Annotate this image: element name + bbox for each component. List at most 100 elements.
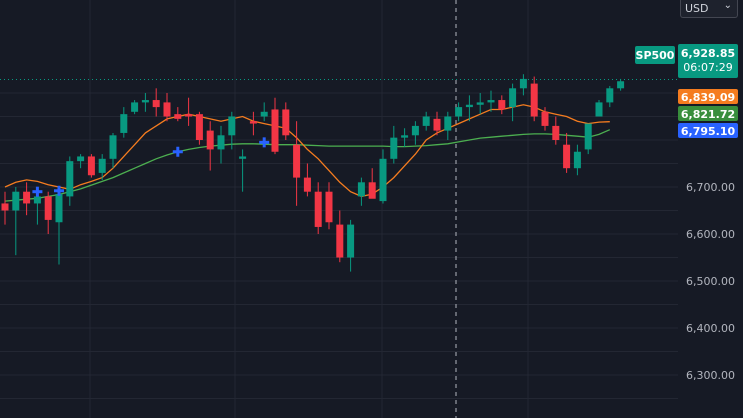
candle-body xyxy=(357,182,365,197)
candle xyxy=(195,111,203,145)
candle xyxy=(55,191,63,265)
candle-body xyxy=(131,102,139,112)
candle xyxy=(390,125,398,164)
candle-body xyxy=(476,102,484,105)
current-price-label: 6,928.85 xyxy=(681,47,735,60)
candle-body xyxy=(152,100,160,108)
candle xyxy=(1,191,9,225)
candle-body xyxy=(109,135,117,159)
candle-body xyxy=(141,100,149,103)
symbol-label: SP500 xyxy=(636,49,675,62)
candles xyxy=(1,74,625,272)
candle xyxy=(293,121,301,206)
candle-body xyxy=(293,144,301,178)
candle xyxy=(401,128,409,148)
candle-body xyxy=(422,116,430,126)
signal-marker xyxy=(172,146,183,157)
candle-body xyxy=(584,123,592,150)
candle xyxy=(44,191,52,234)
candle xyxy=(465,95,473,122)
candle xyxy=(336,210,344,263)
ma-fast-line xyxy=(4,104,610,198)
candle-body xyxy=(66,161,74,197)
candle-body xyxy=(390,137,398,159)
candle xyxy=(455,102,463,122)
candle xyxy=(422,111,430,131)
candle-body xyxy=(347,224,355,258)
candle-body xyxy=(498,100,506,110)
candle-body xyxy=(174,114,182,119)
candle-body xyxy=(55,194,63,223)
candle xyxy=(379,149,387,204)
y-tick-label: 6,500.00 xyxy=(686,275,735,288)
candle xyxy=(174,107,182,122)
currency-label: USD xyxy=(685,2,709,15)
candle xyxy=(563,132,571,173)
candle-body xyxy=(195,114,203,140)
candle-body xyxy=(228,116,236,136)
symbol-tag: SP500 xyxy=(635,46,675,64)
candle xyxy=(228,111,236,150)
candle xyxy=(185,97,193,126)
candle-body xyxy=(509,88,517,108)
candle xyxy=(249,111,257,136)
candle-body xyxy=(206,130,214,150)
candle xyxy=(433,111,441,136)
candle-body xyxy=(455,107,463,117)
candle-body xyxy=(433,118,441,131)
ma-slow-line xyxy=(4,129,611,202)
candle-body xyxy=(239,156,247,159)
countdown-label: 06:07:29 xyxy=(683,61,732,74)
candle xyxy=(519,74,527,96)
candle xyxy=(98,154,106,180)
candle-body xyxy=(573,151,581,169)
candle-body xyxy=(1,203,9,211)
ma-tag-blue: 6,795.10 xyxy=(678,123,738,138)
candle-body xyxy=(541,111,549,126)
signal-marker xyxy=(32,186,43,197)
y-tick-label: 6,300.00 xyxy=(686,369,735,382)
candle-body xyxy=(249,121,257,124)
candle xyxy=(325,182,333,230)
candle-body xyxy=(44,196,52,220)
candle-body xyxy=(465,104,473,108)
candle xyxy=(109,132,117,169)
candle-body xyxy=(336,224,344,258)
marker-v xyxy=(176,146,180,157)
ma-tag-green: 6,821.72 xyxy=(678,106,738,121)
candle xyxy=(206,121,214,171)
currency-selector[interactable]: USD ⌄ xyxy=(680,0,738,18)
candle-body xyxy=(271,109,279,152)
candle-body xyxy=(401,135,409,138)
candle-body xyxy=(379,158,387,202)
candle-body xyxy=(444,116,452,131)
candle xyxy=(498,95,506,115)
candle-body xyxy=(217,135,225,150)
candle xyxy=(303,163,311,197)
candle-body xyxy=(87,156,95,176)
candle-body xyxy=(33,196,41,204)
candle xyxy=(12,187,20,256)
candle-body xyxy=(563,144,571,169)
signal-marker xyxy=(54,185,64,196)
y-axis[interactable]: 6,700.00 6,600.00 6,500.00 6,400.00 6,300.00… xyxy=(686,181,735,418)
candle xyxy=(282,102,290,140)
candle xyxy=(552,116,560,145)
candle-body xyxy=(314,191,322,227)
candle-body xyxy=(606,88,614,103)
candle xyxy=(573,144,581,176)
candle-body xyxy=(77,156,85,162)
candle xyxy=(530,76,538,122)
candle xyxy=(606,85,614,108)
candle xyxy=(476,93,484,115)
candle-body xyxy=(163,102,171,117)
ma-slow-value: 6,821.72 xyxy=(681,108,735,121)
ma-fast-value: 6,839.09 xyxy=(681,91,735,104)
candle-body xyxy=(617,81,625,89)
candle xyxy=(617,78,625,91)
candle xyxy=(239,149,247,192)
signal-markers xyxy=(32,137,270,197)
y-tick-label: 6,200.00 xyxy=(686,416,735,418)
